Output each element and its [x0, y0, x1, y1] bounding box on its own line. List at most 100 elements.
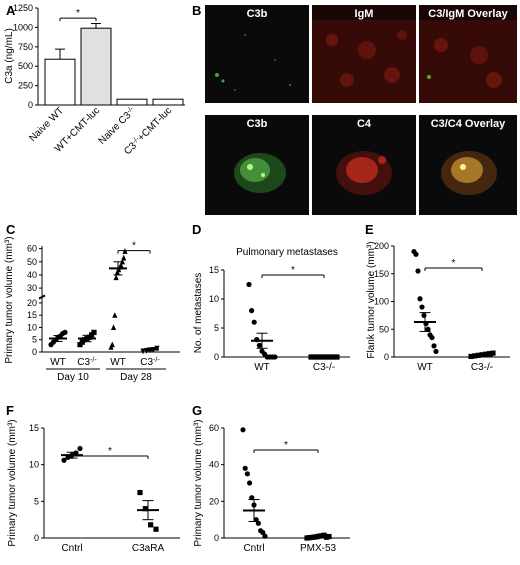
panelC-point	[112, 312, 118, 318]
panelE-point	[419, 304, 425, 310]
panelC-point	[121, 254, 127, 261]
panelE-category-label: WT	[417, 362, 433, 373]
panelG-y-tick-label: 60	[209, 423, 219, 433]
panelA-y-tick-label: 500	[18, 61, 33, 71]
panelD-y-tick-label: 0	[214, 352, 219, 362]
panelG-category-label: Cntrl	[243, 543, 264, 554]
panelE-point	[417, 296, 423, 302]
panelE-ylabel: Flank tumor volume (mm³)	[366, 241, 377, 358]
panelD-point	[334, 354, 340, 360]
panelD-y-tick-label: 10	[209, 294, 219, 304]
panelC-tick-label: 50	[27, 257, 37, 267]
micro-c4-texture	[336, 151, 392, 195]
panelG-point	[240, 427, 246, 433]
micro-label: C3b	[246, 8, 268, 20]
panelC-point	[91, 329, 97, 335]
panelE-y-tick-label: 50	[379, 324, 389, 334]
panelD-point	[246, 281, 252, 288]
panelG-category-label: PMX-53	[300, 543, 337, 554]
panelC-tick-label: 60	[27, 244, 37, 254]
panelE-y-tick-label: 150	[374, 269, 389, 279]
panelE-point	[415, 268, 421, 274]
panelC-point	[110, 324, 117, 331]
micro-igm: IgM	[312, 5, 416, 103]
panelE-point	[429, 334, 435, 341]
panelF-point	[148, 522, 154, 528]
panelF-point	[137, 489, 143, 496]
panelC-group-label: C3-/-	[140, 357, 160, 369]
panelE-point	[486, 351, 492, 357]
panelC-ylabel: Primary tumor volume (mm³)	[4, 236, 15, 363]
panelF-point	[61, 457, 67, 463]
panelE-point	[468, 353, 474, 360]
micro-c3b-top-texture	[215, 34, 292, 91]
panelA-bar	[44, 58, 76, 106]
panel-label-A: A	[6, 3, 16, 18]
micro-c3b-top: C3b	[205, 5, 309, 103]
panelC-tick-label: 20	[27, 298, 37, 308]
micro-c4: C4	[312, 115, 416, 215]
panelC-day-label: Day 10	[57, 372, 89, 383]
panelC-point	[62, 329, 68, 335]
panelE-point	[421, 312, 427, 318]
panelF-point	[77, 445, 83, 452]
micro-overlay1-texture	[419, 20, 517, 103]
panelA-bar	[152, 98, 184, 106]
micro-igm-texture	[312, 20, 416, 103]
panelA-sig-star: *	[76, 8, 80, 19]
panelC-sig-star: *	[132, 241, 136, 252]
panelF-category-label: Cntrl	[61, 543, 82, 554]
panelG-point	[262, 533, 268, 539]
panelG-sig-star: *	[284, 440, 288, 451]
micro-label: C3/IgM Overlay	[428, 8, 508, 20]
micro-label: C3b	[246, 118, 268, 130]
micro-label: C4	[356, 118, 372, 130]
panel-label-D: D	[192, 222, 201, 237]
panelC-group-label: WT	[50, 357, 66, 368]
panelA-y-tick-label: 250	[18, 81, 33, 91]
micro-c3-c4-overlay: C3/C4 Overlay	[419, 115, 517, 215]
panelC-axis-break	[38, 295, 46, 300]
panel-label-G: G	[192, 403, 202, 418]
panelE-point	[431, 343, 437, 349]
panelG-point	[247, 480, 253, 486]
micro-label: C3/C4 Overlay	[430, 118, 506, 130]
panelD-point	[272, 354, 278, 360]
panelD-sig-star: *	[291, 265, 295, 276]
panelF-point	[153, 526, 159, 532]
panelF-y-tick-label: 0	[34, 533, 39, 543]
panelE-y-tick-label: 200	[374, 241, 389, 251]
micro-label: IgM	[354, 8, 374, 20]
panelG-point	[249, 495, 255, 501]
panelC-tick-label: 10	[27, 322, 37, 332]
panelC-tick-label: 40	[27, 270, 37, 280]
panelF-point	[142, 506, 148, 512]
panelF-y-tick-label: 10	[29, 460, 39, 470]
panelA-bar	[116, 98, 148, 106]
panelC-axis-break	[38, 294, 46, 299]
panelA-y-tick-label: 750	[18, 42, 33, 52]
panelC-tick-label: 30	[27, 283, 37, 293]
panelD-ylabel: No. of metastases	[193, 273, 204, 354]
panelG-point	[242, 465, 248, 471]
panelC-tick-label: 15	[27, 310, 37, 320]
panelE-sig-star: *	[452, 258, 456, 269]
panel-label-E: E	[365, 222, 374, 237]
panelC-day-label: Day 28	[120, 372, 152, 383]
panelC-group-label: WT	[110, 357, 126, 368]
panelD-title: Pulmonary metastases	[236, 247, 338, 258]
panelA-y-tick-label: 1250	[13, 3, 33, 13]
panelE-point	[413, 251, 419, 257]
panelE-point	[483, 351, 489, 357]
panelA-y-tick-label: 0	[28, 100, 33, 110]
panelF-y-tick-label: 5	[34, 496, 39, 506]
panelA-ylabel: C3a (ng/mL)	[4, 28, 15, 84]
panel-label-C: C	[6, 222, 16, 237]
panelE-y-tick-label: 0	[384, 352, 389, 362]
micro-c3b-bottom-texture	[234, 153, 286, 193]
panelA-bar	[80, 27, 112, 106]
panelF-category-label: C3aRA	[132, 543, 165, 554]
panelG-point	[244, 471, 250, 477]
panelC-group-label: C3-/-	[77, 357, 97, 369]
